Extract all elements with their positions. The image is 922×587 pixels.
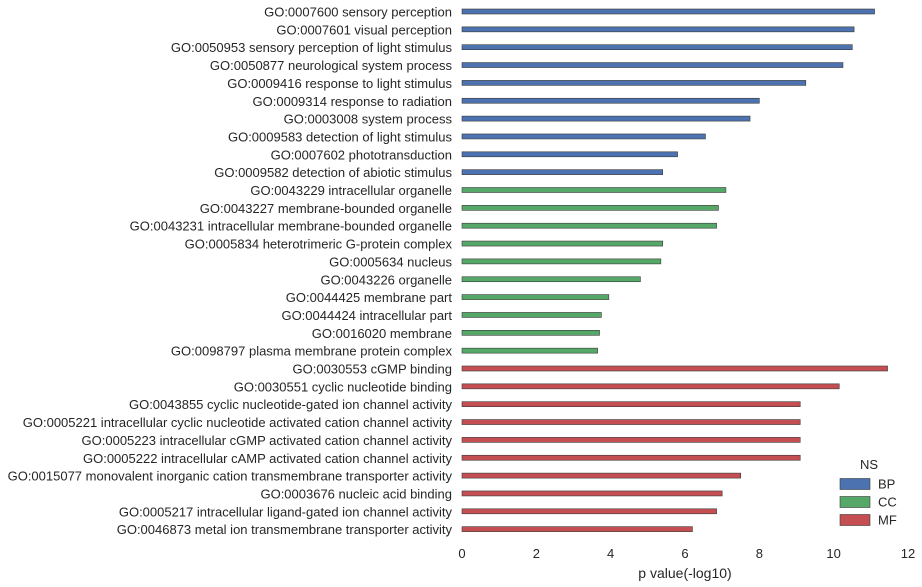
category-label: GO:0030551 cyclic nucleotide binding	[234, 379, 452, 394]
bar	[461, 419, 801, 425]
bar	[461, 97, 760, 104]
category-label: GO:0043229 intracellular organelle	[250, 183, 452, 198]
bar	[461, 62, 844, 68]
bars-layer	[461, 8, 888, 532]
category-label: GO:0043231 intracellular membrane-bounde…	[130, 219, 452, 234]
category-label: GO:0043227 membrane-bounded organelle	[200, 201, 452, 216]
bar	[461, 294, 610, 300]
bar	[461, 151, 678, 158]
category-label: GO:0016020 membrane	[312, 326, 452, 341]
category-label: GO:0015077 monovalent inorganic cation t…	[8, 469, 453, 484]
x-axis: 0 2 4 6 8 10 12	[458, 546, 915, 561]
category-label: GO:0009582 detection of abiotic stimulus	[214, 165, 452, 180]
legend-title: NS	[860, 457, 878, 472]
category-label: GO:0005217 intracellular ligand-gated io…	[119, 504, 453, 519]
category-label: GO:0050953 sensory perception of light s…	[171, 40, 453, 55]
bar	[461, 133, 706, 140]
category-label: GO:0050877 neurological system process	[210, 58, 453, 73]
bar	[461, 222, 717, 229]
legend-items: BP CC MF	[839, 477, 897, 528]
legend-swatch	[839, 496, 871, 508]
category-label: GO:0044424 intracellular part	[281, 308, 452, 323]
category-label: GO:0009416 response to light stimulus	[227, 76, 452, 91]
bar	[461, 240, 663, 247]
bar	[461, 187, 727, 193]
x-tick-label: 6	[681, 546, 688, 561]
legend-swatch	[839, 478, 871, 490]
category-label: GO:0007600 sensory perception	[264, 5, 452, 20]
bar	[461, 472, 742, 479]
x-axis-title: p value(-log10)	[638, 565, 731, 581]
bar	[461, 383, 840, 390]
category-label: GO:0005221 intracellular cyclic nucleoti…	[23, 415, 453, 430]
x-tick-label: 8	[756, 546, 763, 561]
bar	[461, 258, 662, 265]
bar	[461, 490, 723, 497]
bar	[461, 44, 853, 51]
category-label: GO:0005223 intracellular cGMP activated …	[82, 433, 453, 448]
bar	[461, 526, 693, 532]
category-label: GO:0003008 system process	[284, 112, 453, 127]
category-label: GO:0005834 heterotrimeric G-protein comp…	[185, 237, 453, 252]
x-tick-label: 2	[533, 546, 540, 561]
legend-label: CC	[878, 495, 897, 510]
bar	[461, 169, 663, 175]
bar	[461, 80, 807, 86]
bar	[461, 454, 801, 461]
bar	[461, 347, 598, 354]
category-label: GO:0009314 response to radiation	[253, 94, 452, 109]
category-label: GO:0005222 intracellular cAMP activated …	[83, 451, 453, 466]
category-label: GO:0030553 cGMP binding	[293, 362, 452, 377]
x-tick-label: 4	[607, 546, 614, 561]
category-label: GO:0005634 nucleus	[329, 254, 452, 269]
x-tick-label: 12	[901, 546, 915, 561]
category-label: GO:0009583 detection of light stimulus	[228, 129, 453, 144]
category-labels: GO:0007600 sensory perception GO:0007601 …	[8, 5, 453, 538]
bar	[461, 401, 801, 408]
legend-label: MF	[878, 513, 897, 528]
bar	[461, 329, 600, 336]
category-label: GO:0007602 phototransduction	[271, 147, 452, 162]
bar	[461, 8, 875, 15]
category-label: GO:0043226 organelle	[320, 272, 452, 287]
category-label: GO:0044425 membrane part	[286, 290, 453, 305]
category-label: GO:0046873 metal ion transmembrane trans…	[117, 522, 453, 537]
legend: NS BP CC MF	[839, 457, 897, 528]
bar	[461, 205, 719, 211]
bar	[461, 276, 641, 283]
bar	[461, 437, 801, 443]
category-label: GO:0007601 visual perception	[276, 22, 452, 37]
category-label: GO:0003676 nucleic acid binding	[260, 486, 452, 501]
bar	[461, 312, 602, 318]
bar	[461, 508, 717, 515]
bar	[461, 115, 751, 122]
x-tick-label: 10	[826, 546, 840, 561]
bar	[461, 26, 855, 33]
bar	[461, 365, 888, 372]
category-label: GO:0043855 cyclic nucleotide-gated ion c…	[129, 397, 453, 412]
legend-label: BP	[878, 477, 895, 492]
category-label: GO:0098797 plasma membrane protein compl…	[171, 344, 453, 359]
x-tick-label: 0	[458, 546, 465, 561]
legend-swatch	[839, 514, 871, 526]
